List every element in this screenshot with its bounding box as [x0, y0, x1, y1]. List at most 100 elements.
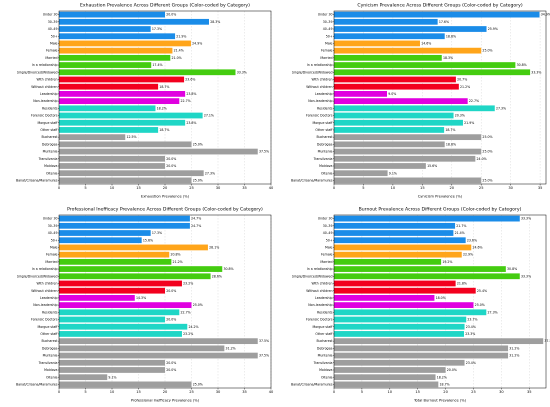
value-label: 24.0%: [477, 157, 487, 161]
category-label: Moldova: [319, 368, 332, 372]
category-label: Male: [50, 42, 58, 46]
bar: [59, 62, 152, 68]
bar: [59, 244, 208, 251]
value-label: 24.2%: [188, 325, 198, 329]
category-label: Bucharest: [41, 339, 58, 343]
bar: [59, 367, 165, 373]
bar: [59, 302, 192, 308]
category-label: Morgue staff: [37, 325, 58, 329]
category-label: Forensic Doctors: [31, 114, 58, 118]
bar: [59, 323, 188, 330]
value-label: 25.0%: [193, 303, 203, 307]
bar: [334, 359, 465, 366]
bar: [59, 381, 192, 388]
value-label: 20.0%: [166, 368, 176, 372]
value-label: 17.6%: [439, 20, 449, 24]
x-tick-label: 10: [388, 390, 393, 394]
plot-frame: [58, 214, 272, 389]
bar: [59, 237, 142, 244]
bar: [59, 295, 135, 301]
category-label: 40–49: [323, 231, 333, 235]
bar: [334, 266, 506, 272]
category-label: Leadership: [40, 92, 58, 96]
bar: [59, 345, 225, 352]
value-label: 14.3%: [136, 296, 146, 300]
category-label: Leadership: [315, 92, 333, 96]
value-label: 22.7%: [181, 310, 191, 314]
bar: [59, 309, 180, 316]
value-label: 27.1%: [204, 114, 214, 118]
bar: [334, 323, 465, 330]
bar: [59, 91, 186, 97]
x-tick-label: 20: [163, 390, 168, 394]
bar: [334, 237, 466, 244]
bar: [334, 155, 476, 162]
x-tick-label: 10: [110, 390, 115, 394]
category-label: Forensic Doctors: [31, 318, 58, 322]
inefficacy-chart: Professional Inefficacy Prevalence Acros…: [16, 207, 274, 403]
value-label: 20.3%: [455, 114, 465, 118]
value-label: 20.0%: [447, 368, 457, 372]
category-label: Other staff: [315, 128, 333, 132]
category-label: Other staff: [40, 128, 58, 132]
value-label: 9.0%: [388, 92, 396, 96]
value-label: 28.3%: [210, 20, 220, 24]
x-tick-label: 30: [216, 390, 221, 394]
bar: [59, 18, 209, 25]
value-label: 20.0%: [166, 361, 176, 365]
value-label: 23.8%: [186, 92, 196, 96]
category-label: In a relationship: [32, 267, 58, 271]
category-label: Debrogea: [42, 142, 58, 146]
bar: [334, 215, 520, 222]
category-label: Leadership: [315, 296, 333, 300]
category-label: Married: [45, 260, 57, 264]
category-label: Residents: [42, 310, 58, 314]
bar: [59, 105, 156, 112]
category-label: Transilvania: [313, 361, 333, 365]
x-tick-label: 25: [479, 186, 484, 190]
plot-frame: [333, 214, 547, 389]
category-label: 40–49: [323, 27, 333, 31]
value-label: 25.0%: [482, 150, 492, 154]
bar: [59, 374, 108, 381]
value-label: 28.6%: [212, 274, 222, 278]
value-label: 23.8%: [186, 121, 196, 125]
category-label: Morgue staff: [312, 121, 333, 125]
bar: [59, 273, 211, 280]
bar: [59, 112, 203, 119]
category-label: Married: [320, 260, 332, 264]
x-axis-label: Professional Inefficacy Prevalence (%): [131, 399, 200, 403]
category-label: Residents: [317, 106, 333, 110]
value-label: 21.8%: [457, 282, 467, 286]
value-label: 18.8%: [446, 142, 456, 146]
value-label: 9.1%: [108, 375, 116, 379]
bar: [59, 316, 165, 323]
x-axis-label: Total Burnout Prevalence (%): [413, 399, 467, 403]
value-label: 25.0%: [482, 135, 492, 139]
category-label: With children: [311, 282, 332, 286]
bar: [334, 316, 467, 323]
category-label: Transilvania: [38, 157, 58, 161]
bar: [334, 309, 487, 316]
value-label: 25.0%: [482, 49, 492, 53]
category-label: 50+: [51, 34, 58, 38]
bar: [59, 287, 165, 294]
value-label: 20.7%: [457, 78, 467, 82]
bar: [59, 26, 151, 32]
bar: [59, 134, 126, 141]
x-tick-label: 5: [84, 390, 86, 394]
category-label: Male: [325, 246, 333, 250]
category-label: With children: [36, 78, 57, 82]
burnout-chart-panel: Burnout Prevalence Across Different Grou…: [275, 204, 550, 407]
category-label: Under 30: [43, 217, 58, 221]
x-tick-label: 40: [269, 390, 274, 394]
x-tick-label: 35: [527, 390, 532, 394]
category-label: Banat/Crisana/Maramures: [16, 382, 58, 386]
bar: [59, 215, 190, 222]
bar: [334, 287, 476, 294]
value-label: 15.6%: [143, 238, 153, 242]
value-label: 23.3%: [465, 332, 475, 336]
bar: [59, 47, 173, 54]
value-label: 21.9%: [464, 121, 474, 125]
category-label: Non-leadership: [308, 303, 332, 307]
